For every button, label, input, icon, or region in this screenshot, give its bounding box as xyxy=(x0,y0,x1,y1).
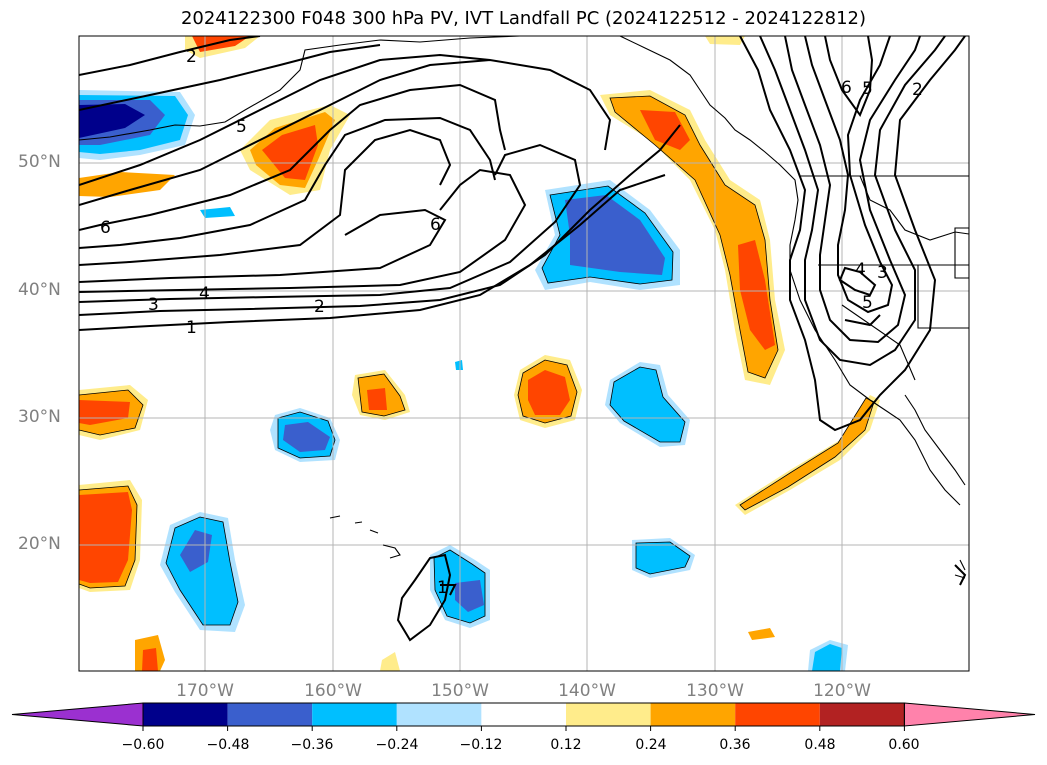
colorbar-segment xyxy=(819,703,905,726)
contour-label: 6 xyxy=(100,218,111,238)
colorbar-segment xyxy=(143,703,228,726)
colorbar-segment xyxy=(735,703,820,726)
colorbar-extend-low xyxy=(11,702,144,727)
contour-label: 5 xyxy=(862,293,873,313)
negative-anomaly-shading xyxy=(79,90,848,671)
contour-label: 3 xyxy=(148,295,159,315)
contour-label: 5 xyxy=(236,117,247,137)
lon-label: 160°W xyxy=(304,681,362,701)
map-frame xyxy=(78,35,970,672)
colorbar-tick-label: −0.24 xyxy=(375,737,419,753)
colorbar-segment xyxy=(396,703,482,726)
contour-label: 3 xyxy=(877,263,888,283)
contour-label: 2 xyxy=(912,80,923,100)
lat-label: 40°N xyxy=(18,280,61,300)
colorbar-segment xyxy=(566,703,651,726)
colorbar-tick-label: 0.60 xyxy=(888,737,920,753)
colorbar-tick-label: 0.36 xyxy=(719,737,751,753)
colorbar-segment xyxy=(312,703,397,726)
pv-contours xyxy=(79,36,967,642)
colorbar-segment xyxy=(481,703,566,726)
colorbar-tick-label: 0.48 xyxy=(804,737,836,753)
coastlines xyxy=(79,36,969,579)
contour-label: 4 xyxy=(199,284,210,304)
map-title: 2024122300 F048 300 hPa PV, IVT Landfall… xyxy=(180,8,867,29)
contour-label: 6 xyxy=(430,215,441,235)
contour-label: 2 xyxy=(186,47,197,67)
lat-label: 50°N xyxy=(18,152,61,172)
colorbar-outline xyxy=(142,702,905,727)
lon-label: 150°W xyxy=(431,681,489,701)
colorbar-tick-label: −0.48 xyxy=(206,737,250,753)
colorbar-tick-label: −0.12 xyxy=(459,737,503,753)
colorbar-tick-label: −0.60 xyxy=(121,737,165,753)
lon-label: 130°W xyxy=(686,681,744,701)
contour-label: 5 xyxy=(862,79,873,99)
colorbar-segment xyxy=(227,703,313,726)
contour-label: 2 xyxy=(314,297,325,317)
lat-label: 30°N xyxy=(18,407,61,427)
contour-label: 1 xyxy=(437,578,448,598)
lat-label: 20°N xyxy=(18,534,61,554)
lon-label: 140°W xyxy=(558,681,616,701)
anomaly-outlines xyxy=(79,95,875,626)
lon-label: 120°W xyxy=(813,681,871,701)
contour-label: 1 xyxy=(186,318,197,338)
colorbar-tick-label: 0.12 xyxy=(550,737,582,753)
colorbar-segment xyxy=(650,703,736,726)
colorbar-tick-label: 0.24 xyxy=(635,737,667,753)
lon-label: 170°W xyxy=(176,681,234,701)
contour-labels: 2 5 6 6 3 4 2 1 6 5 2 4 3 5 1 xyxy=(100,47,923,598)
colorbar-tick-label: −0.36 xyxy=(290,737,334,753)
contour-label: 6 xyxy=(841,78,852,98)
contour-label: 4 xyxy=(855,260,866,280)
colorbar-extend-high xyxy=(903,702,1036,727)
